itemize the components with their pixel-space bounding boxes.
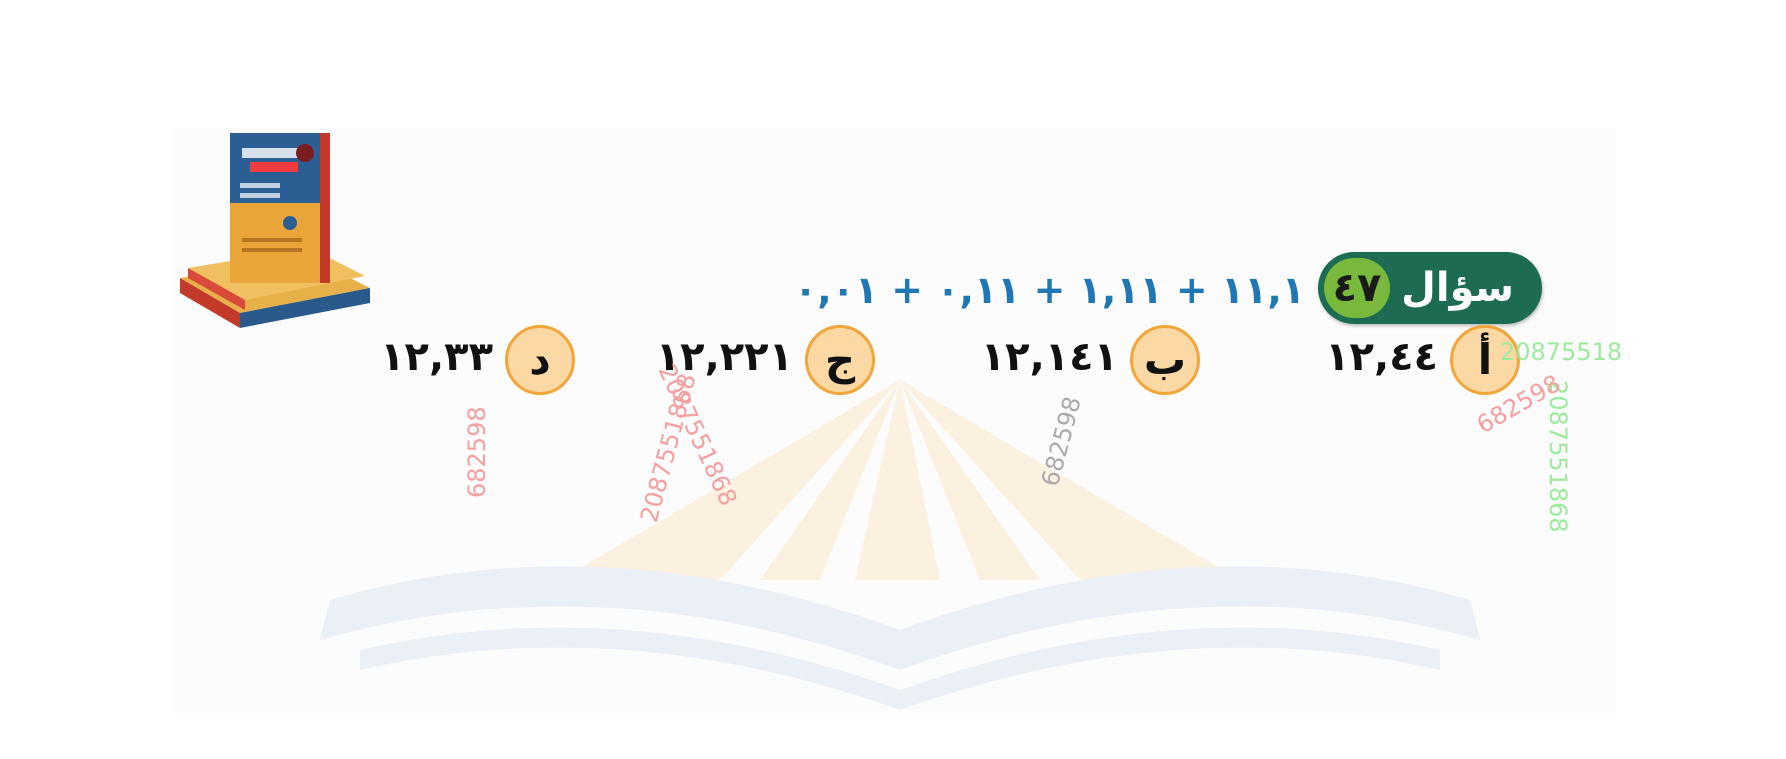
question-badge: سؤال ٤٧ (1318, 252, 1542, 324)
choice-letter-badge: ب (1130, 325, 1200, 395)
choice-b[interactable]: ب ١٢,١٤١ (981, 325, 1200, 397)
choice-letter-badge: ج (805, 325, 875, 395)
stamp-id: 20875518 (1500, 338, 1623, 366)
choice-value: ١٢,١٤١ (980, 334, 1118, 380)
choice-value: ١٢,٣٣ (380, 334, 493, 380)
question-number: ٤٧ (1324, 258, 1390, 318)
question-label: سؤال (1401, 265, 1514, 311)
choice-letter-badge: أ (1450, 325, 1520, 395)
choice-letter-badge: د (505, 325, 575, 395)
choice-value: ١٢,٢٢١ (655, 334, 793, 380)
stamp-id: 682598 (463, 406, 491, 498)
book-cover-image (180, 133, 370, 328)
choice-c[interactable]: ج ١٢,٢٢١ (656, 325, 875, 397)
watermark-book-logo (320, 380, 1480, 710)
question-expression: ١١,١ + ١,١١ + ٠,١١ + ٠,٠١ (794, 268, 1305, 312)
content-panel (172, 128, 1616, 713)
choice-a[interactable]: أ ١٢,٤٤ (1320, 325, 1520, 397)
choice-value: ١٢,٤٤ (1325, 334, 1438, 380)
choice-d[interactable]: د ١٢,٣٣ (375, 325, 575, 397)
